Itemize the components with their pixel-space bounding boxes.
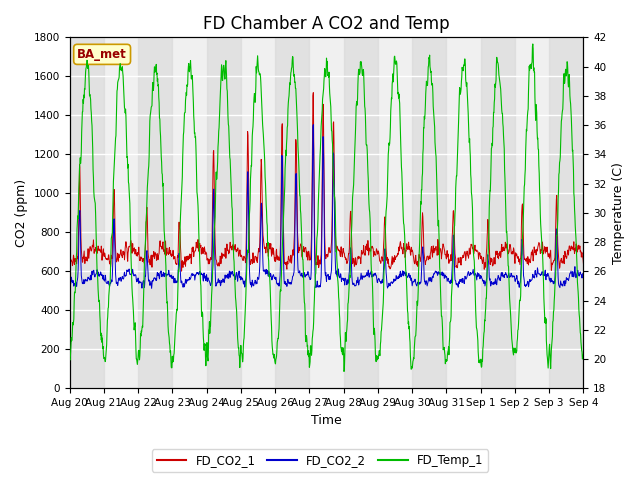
Bar [207, 37, 241, 388]
Bar [549, 37, 584, 388]
Title: FD Chamber A CO2 and Temp: FD Chamber A CO2 and Temp [203, 15, 450, 33]
Bar [275, 37, 309, 388]
Legend: FD_CO2_1, FD_CO2_2, FD_Temp_1: FD_CO2_1, FD_CO2_2, FD_Temp_1 [152, 449, 488, 472]
Bar [481, 37, 515, 388]
Y-axis label: CO2 (ppm): CO2 (ppm) [15, 179, 28, 247]
Text: BA_met: BA_met [77, 48, 127, 61]
Bar [70, 37, 104, 388]
X-axis label: Time: Time [311, 414, 342, 427]
Bar [138, 37, 172, 388]
Bar [412, 37, 447, 388]
Bar [344, 37, 378, 388]
Y-axis label: Temperature (C): Temperature (C) [612, 162, 625, 264]
